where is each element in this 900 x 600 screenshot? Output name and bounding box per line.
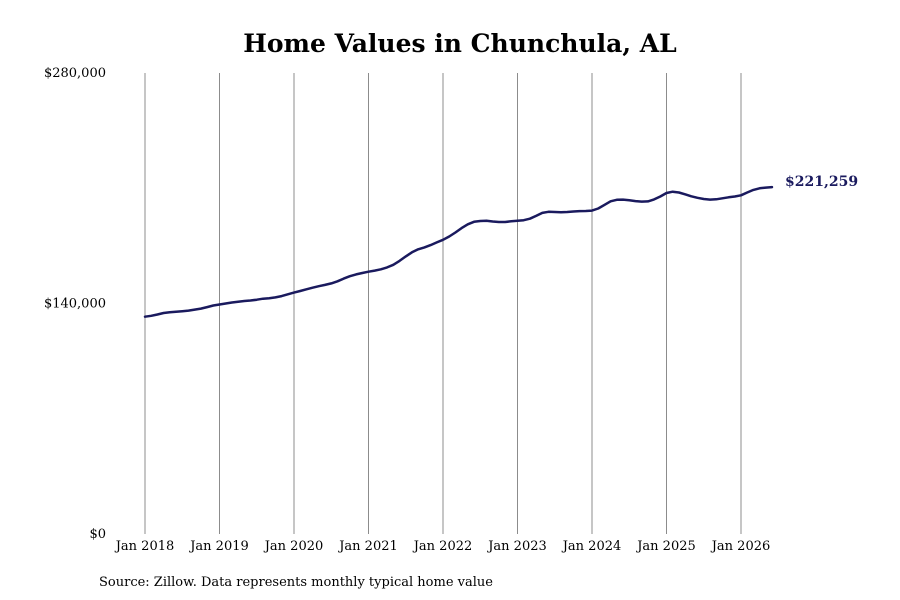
series-line-0 — [143, 185, 774, 318]
source-note: Source: Zillow. Data represents monthly … — [99, 575, 493, 590]
y-axis-ticks: $0 $140,000 $280,000 — [44, 66, 106, 542]
x-tick-label: Jan 2019 — [188, 539, 249, 554]
x-tick-label: Jan 2021 — [337, 539, 398, 554]
series-layer — [143, 185, 774, 318]
x-tick-label: Jan 2026 — [710, 539, 771, 554]
x-tick-label: Jan 2020 — [263, 539, 324, 554]
end-value-label: $221,259 — [785, 174, 858, 190]
y-tick-label: $140,000 — [44, 297, 106, 312]
y-tick-label: $280,000 — [44, 66, 106, 81]
x-axis-ticks: Jan 2018 Jan 2019 Jan 2020 Jan 2021 Jan 2022… — [114, 539, 771, 554]
vertical-gridlines — [144, 73, 742, 534]
x-tick-label: Jan 2023 — [486, 539, 547, 554]
y-tick-label: $0 — [89, 527, 106, 542]
x-tick-label: Jan 2025 — [635, 539, 696, 554]
x-tick-label: Jan 2024 — [561, 539, 622, 554]
x-tick-label: Jan 2022 — [412, 539, 473, 554]
chart-title: Home Values in Chunchula, AL — [243, 29, 677, 58]
x-tick-label: Jan 2018 — [114, 539, 175, 554]
